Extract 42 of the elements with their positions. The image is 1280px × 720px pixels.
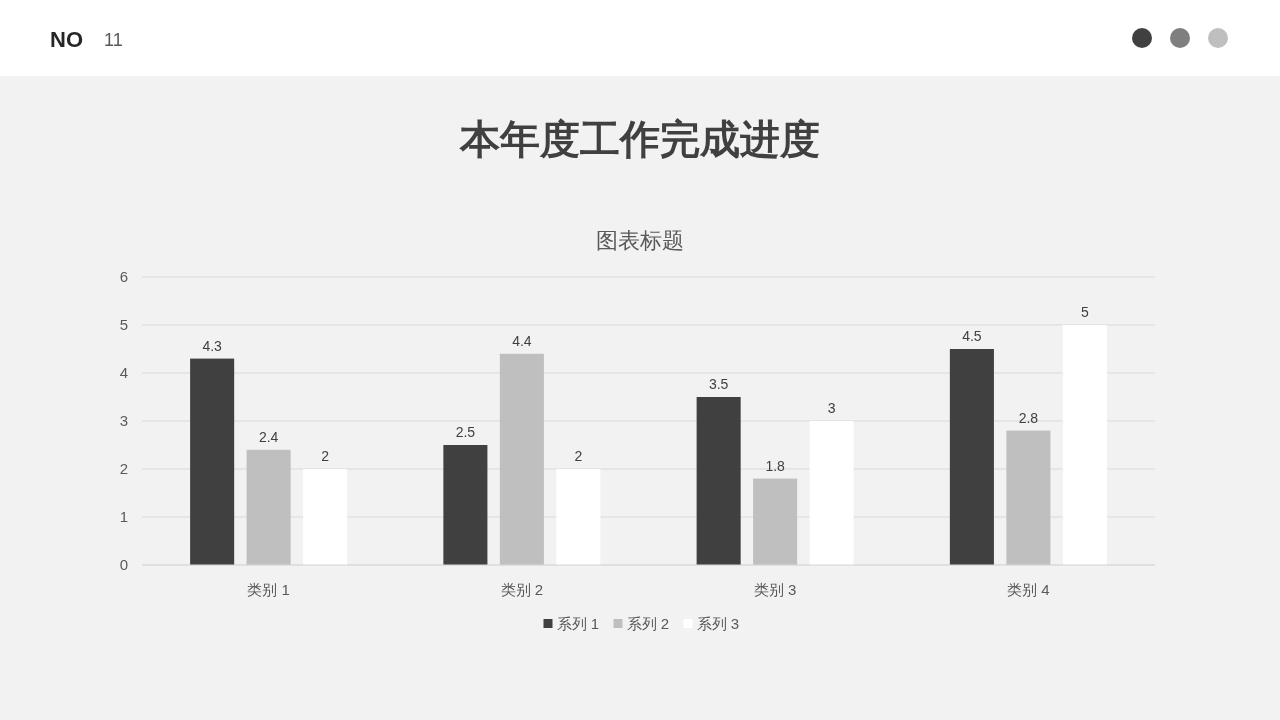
x-tick-label: 类别 1	[247, 581, 290, 598]
bar	[246, 449, 291, 565]
y-tick-label: 1	[119, 508, 128, 525]
data-label: 2.4	[258, 428, 279, 445]
bar	[949, 349, 994, 565]
bar	[1062, 325, 1107, 565]
bar	[303, 469, 348, 565]
data-label: 2.8	[1018, 409, 1039, 426]
bar	[556, 469, 601, 565]
text: NO	[50, 27, 83, 52]
legend-label: 系列 2	[626, 615, 670, 632]
x-tick-label: 类别 4	[1007, 581, 1050, 598]
data-label: 3	[827, 400, 836, 416]
bar	[190, 358, 235, 565]
text: 11	[104, 30, 123, 50]
chart-title: 本年度工作完成进度	[459, 117, 820, 161]
data-label: 5	[1080, 304, 1089, 320]
x-tick-label: 类别 2	[500, 581, 544, 598]
y-tick-label: 5	[119, 316, 128, 333]
y-tick-label: 6	[119, 268, 128, 285]
y-tick-label: 2	[119, 460, 128, 477]
bar	[1006, 430, 1051, 565]
bar	[753, 478, 798, 565]
data-label: 2	[574, 448, 583, 464]
bar	[443, 445, 488, 565]
legend-label: 系列 1	[556, 615, 600, 632]
data-label: 2	[321, 448, 330, 464]
data-label: 4.5	[962, 328, 982, 344]
bar	[809, 421, 854, 565]
data-label: 2.5	[455, 424, 476, 440]
bar	[499, 353, 544, 565]
data-label: 4.4	[512, 332, 532, 349]
chart-subtitle: 图表标题	[596, 228, 684, 253]
bar	[696, 397, 741, 565]
data-label: 3.5	[708, 376, 729, 392]
x-tick-label: 类别 3	[753, 581, 797, 598]
data-label: 4.3	[202, 337, 223, 354]
legend-label: 系列 3	[696, 615, 740, 632]
y-tick-label: 0	[119, 556, 128, 573]
data-label: 1.8	[765, 457, 786, 474]
y-tick-label: 3	[119, 412, 128, 429]
y-tick-label: 4	[119, 364, 128, 381]
